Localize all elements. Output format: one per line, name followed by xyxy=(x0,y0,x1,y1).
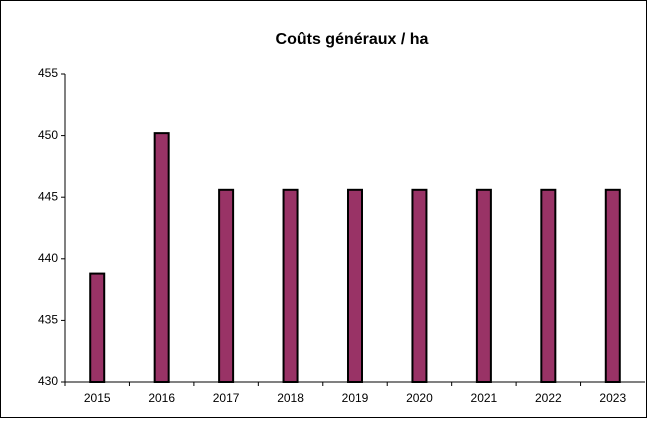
y-tick-label: 430 xyxy=(38,374,58,388)
y-tick-label: 445 xyxy=(38,189,58,203)
x-tick-label: 2017 xyxy=(213,391,240,405)
bar xyxy=(475,188,492,383)
y-tick-label: 440 xyxy=(38,251,58,265)
x-tick-label: 2020 xyxy=(406,391,433,405)
x-tick-label: 2018 xyxy=(277,391,304,405)
x-tick-label: 2023 xyxy=(599,391,626,405)
bar xyxy=(604,188,621,383)
bar xyxy=(153,132,170,383)
x-tick-label: 2022 xyxy=(535,391,562,405)
bar xyxy=(411,188,428,383)
y-tick-label: 450 xyxy=(38,128,58,142)
bar xyxy=(347,188,363,383)
y-tick-label: 455 xyxy=(38,66,58,80)
chart-title: Coûts généraux / ha xyxy=(276,31,429,48)
x-tick-label: 2019 xyxy=(342,391,369,405)
bar xyxy=(540,188,557,383)
x-tick-label: 2016 xyxy=(148,391,175,405)
x-tick-label: 2021 xyxy=(471,391,498,405)
bar xyxy=(282,188,299,383)
x-tick-label: 2015 xyxy=(84,391,111,405)
bar xyxy=(89,272,106,384)
bar xyxy=(218,188,235,383)
y-tick-label: 435 xyxy=(38,313,58,327)
